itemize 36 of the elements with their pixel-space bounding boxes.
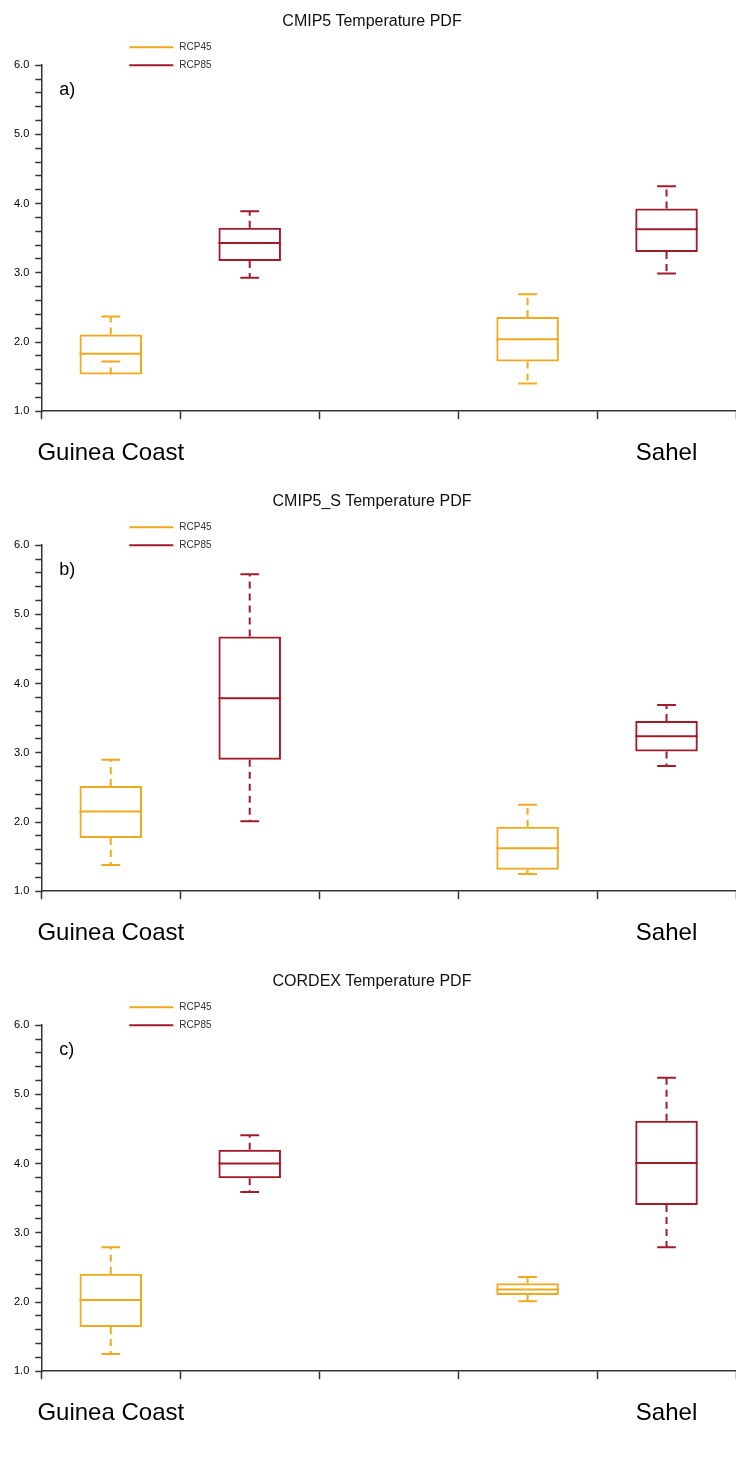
y-tick-label: 6.0	[13, 58, 30, 71]
x-tick-label: Guinea Coast	[37, 438, 185, 466]
y-tick-label: 4.0	[13, 1156, 30, 1169]
annotation: c)	[59, 1039, 75, 1060]
chart-title: CMIP5 Temperature PDF	[282, 12, 462, 30]
y-tick-label: 3.0	[13, 265, 30, 278]
y-tick-label: 6.0	[13, 538, 30, 551]
y-tick-label: 1.0	[13, 404, 30, 417]
chart-title: CMIP5_S Temperature PDF	[272, 492, 472, 511]
x-tick-label: Guinea Coast	[37, 918, 185, 946]
y-tick-label: 4.0	[13, 676, 30, 689]
y-tick-label: 2.0	[13, 335, 30, 348]
legend-label: RCP85	[179, 538, 212, 550]
y-tick-label: 1.0	[13, 1364, 30, 1377]
legend-label: RCP85	[179, 58, 212, 70]
x-tick-label: Sahel	[635, 1398, 698, 1426]
x-tick-label: Sahel	[635, 438, 698, 466]
legend-label: RCP45	[179, 520, 212, 532]
y-tick-label: 5.0	[13, 607, 30, 620]
y-tick-label: 5.0	[13, 127, 30, 140]
y-tick-label: 6.0	[13, 1018, 30, 1031]
annotation: b)	[59, 559, 76, 580]
chart-title: CORDEX Temperature PDF	[272, 972, 472, 990]
y-tick-label: 3.0	[13, 745, 30, 758]
x-tick-label: Guinea Coast	[37, 1398, 185, 1426]
legend-label: RCP45	[179, 40, 212, 52]
y-tick-label: 5.0	[13, 1087, 30, 1100]
annotation: a)	[59, 79, 76, 100]
legend-label: RCP45	[179, 1000, 212, 1012]
y-tick-label: 1.0	[13, 884, 30, 897]
legend-label: RCP85	[179, 1018, 212, 1030]
y-tick-label: 2.0	[13, 815, 30, 828]
x-tick-label: Sahel	[635, 918, 698, 946]
y-tick-label: 2.0	[13, 1295, 30, 1308]
y-tick-label: 3.0	[13, 1225, 30, 1238]
y-tick-label: 4.0	[13, 196, 30, 209]
